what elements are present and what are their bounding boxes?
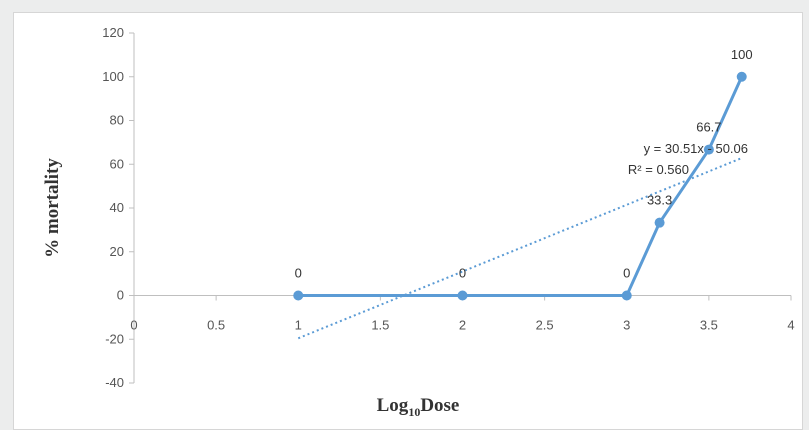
y-tick-label: 100	[102, 69, 124, 84]
y-tick-label: -20	[105, 331, 124, 346]
data-label: 0	[623, 266, 630, 281]
data-point	[703, 144, 714, 155]
data-label: 66.7	[696, 120, 721, 135]
data-label: 0	[295, 266, 302, 281]
x-tick-label: 0	[130, 318, 137, 333]
y-tick-label: -40	[105, 375, 124, 390]
data-label: 0	[459, 266, 466, 281]
x-axis-title-suffix: Dose	[420, 395, 459, 416]
x-tick-label: 0.5	[207, 318, 225, 333]
data-label: 100	[731, 47, 753, 62]
data-point	[736, 71, 747, 82]
y-axis: -40 -20 0 20 40 60 80 100 120	[102, 25, 135, 390]
x-tick-label: 1	[295, 318, 302, 333]
y-tick-label: 20	[110, 244, 124, 259]
x-tick-label: 3	[623, 318, 630, 333]
chart-panel	[13, 12, 803, 430]
data-label: 33.3	[647, 193, 672, 208]
x-axis: 0 0.5 1 1.5 2 2.5 3 3.5 4	[130, 295, 795, 333]
data-point	[654, 217, 665, 228]
y-tick-label: 40	[110, 200, 124, 215]
y-tick-label: 60	[110, 156, 124, 171]
x-axis-title-main: Log	[377, 395, 409, 416]
x-tick-label: 1.5	[371, 318, 389, 333]
x-axis-title: Log10Dose	[377, 395, 460, 419]
y-tick-label: 80	[110, 113, 124, 128]
trendline-equation: y = 30.51x - 50.06	[644, 141, 748, 156]
y-axis-title: % mortality	[42, 158, 63, 258]
x-tick-label: 4	[787, 318, 794, 333]
trendline	[297, 157, 743, 340]
data-point	[457, 290, 468, 301]
trendline-r-squared: R² = 0.560	[628, 162, 689, 177]
data-point	[621, 290, 632, 301]
data-point	[293, 290, 304, 301]
x-tick-label: 2.5	[536, 318, 554, 333]
y-tick-label: 0	[117, 288, 124, 303]
data-labels: 0 0 0 33.3 66.7 100	[295, 47, 753, 281]
series-line	[298, 76, 744, 297]
trendline-path	[297, 157, 743, 340]
x-tick-label: 3.5	[700, 318, 718, 333]
x-tick-label: 2	[459, 318, 466, 333]
data-series	[293, 71, 747, 301]
x-axis-title-subscript: 10	[408, 405, 420, 419]
y-tick-label: 120	[102, 25, 124, 40]
